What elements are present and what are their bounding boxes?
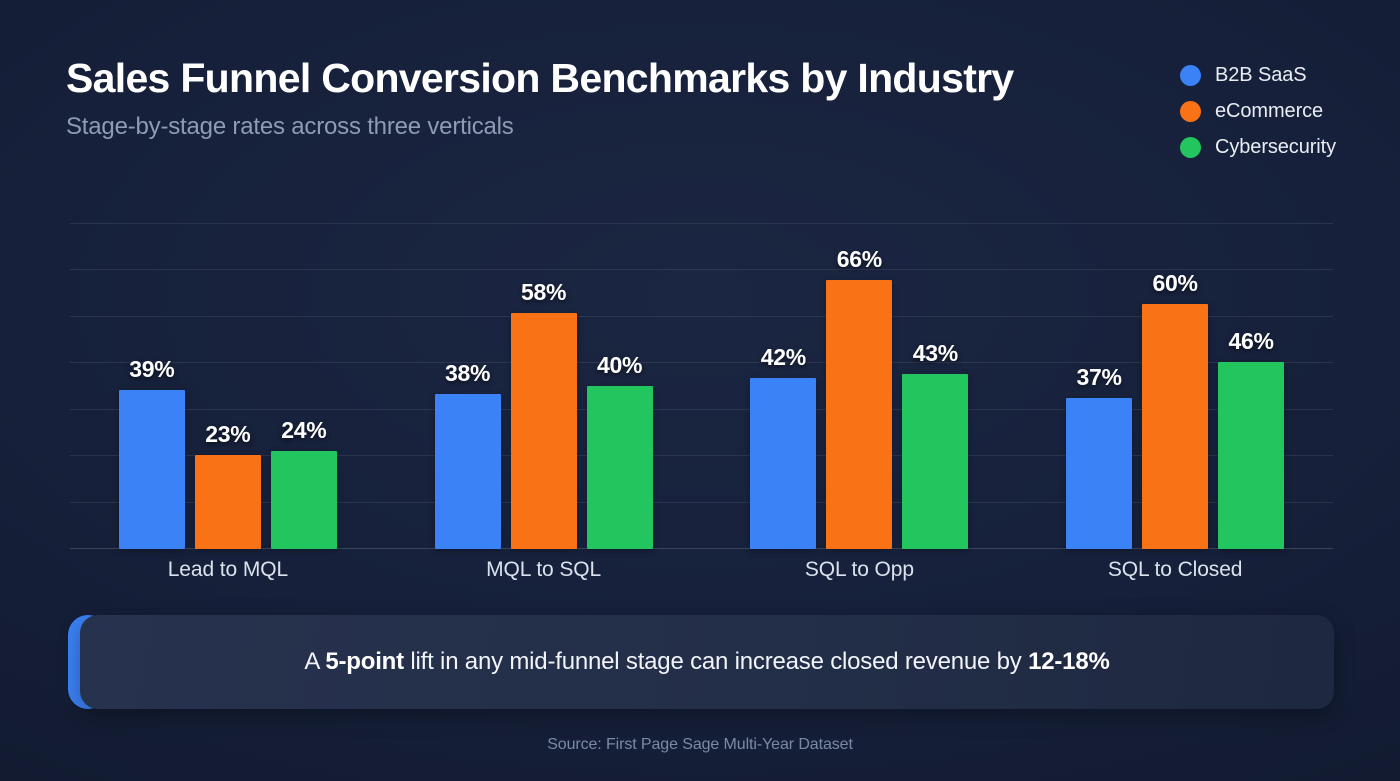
title-block: Sales Funnel Conversion Benchmarks by In… xyxy=(66,52,1014,141)
bar-groups: 39% 23% 24% 38% 58% 40% 42% 66% 43% 37% 60% 46% xyxy=(70,223,1333,549)
callout: A 5-point lift in any mid-funnel stage c… xyxy=(68,615,1334,709)
legend-item-label: Cybersecurity xyxy=(1215,136,1336,158)
bar-value-label: 60% xyxy=(1152,270,1198,296)
bar-value-label: 24% xyxy=(281,417,327,443)
bar-group: 42% 66% 43% xyxy=(702,223,1018,549)
legend-item-label: B2B SaaS xyxy=(1215,64,1307,86)
bar-slot: 43% xyxy=(902,223,969,549)
legend-item[interactable]: B2B SaaS xyxy=(1180,64,1336,87)
bar[interactable] xyxy=(118,390,185,549)
x-axis-label: MQL to SQL xyxy=(486,558,602,581)
gridline xyxy=(70,502,1333,503)
legend-swatch-icon xyxy=(1180,137,1202,158)
callout-card: A 5-point lift in any mid-funnel stage c… xyxy=(80,615,1334,709)
bar-slot: 66% xyxy=(826,223,893,549)
bar[interactable] xyxy=(1218,362,1285,549)
bar[interactable] xyxy=(750,378,817,549)
legend-swatch-icon xyxy=(1180,101,1202,122)
chart-subtitle: Stage-by-stage rates across three vertic… xyxy=(66,112,514,140)
x-axis-labels: Lead to MQL MQL to SQL SQL to Opp SQL to Cl… xyxy=(70,558,1333,582)
bar-value-label: 40% xyxy=(597,352,643,378)
bar[interactable] xyxy=(586,386,653,549)
chart-header: Sales Funnel Conversion Benchmarks by In… xyxy=(66,52,1336,159)
bar-value-label: 46% xyxy=(1228,328,1274,354)
gridline xyxy=(70,362,1333,363)
bar-slot: 60% xyxy=(1142,223,1209,549)
bar[interactable] xyxy=(270,451,337,549)
gridline xyxy=(70,269,1333,270)
bar[interactable] xyxy=(1066,398,1133,549)
bar[interactable] xyxy=(826,280,893,549)
bar-value-label: 43% xyxy=(912,340,958,366)
axis-baseline xyxy=(70,548,1333,549)
legend-item[interactable]: Cybersecurity xyxy=(1180,136,1336,159)
bar-slot: 38% xyxy=(434,223,501,549)
bar-slot: 40% xyxy=(586,223,653,549)
chart-legend: B2B SaaS eCommerce Cybersecurity xyxy=(1180,52,1336,159)
bar-group: 37% 60% 46% xyxy=(1017,223,1333,549)
bar[interactable] xyxy=(902,374,969,549)
callout-emphasis: 12-18% xyxy=(1028,648,1110,675)
chart-title: Sales Funnel Conversion Benchmarks by In… xyxy=(66,55,1014,101)
bar-value-label: 37% xyxy=(1076,364,1122,390)
bar-slot: 37% xyxy=(1066,223,1133,549)
x-axis-label: Lead to MQL xyxy=(167,558,289,581)
bar-value-label: 23% xyxy=(205,421,251,447)
bar[interactable] xyxy=(194,455,261,549)
callout-emphasis: 5-point xyxy=(325,648,404,675)
bar-value-label: 58% xyxy=(521,279,567,305)
callout-plain: lift in any mid-funnel stage can increas… xyxy=(403,648,1029,675)
bar-slot: 46% xyxy=(1218,223,1285,549)
gridline xyxy=(70,223,1333,224)
callout-plain: A xyxy=(304,648,326,675)
bar-slot: 24% xyxy=(270,223,337,549)
legend-item-label: eCommerce xyxy=(1215,100,1324,122)
plot-area: 39% 23% 24% 38% 58% 40% 42% 66% 43% 37% 60% 46% xyxy=(70,223,1333,549)
bar-value-label: 66% xyxy=(836,246,882,272)
bar-value-label: 42% xyxy=(760,344,806,370)
bar[interactable] xyxy=(510,313,577,549)
gridline xyxy=(70,409,1333,410)
bar-group: 39% 23% 24% xyxy=(70,223,386,549)
callout-text: A 5-point lift in any mid-funnel stage c… xyxy=(304,648,1109,676)
gridline xyxy=(70,455,1333,456)
legend-swatch-icon xyxy=(1180,65,1202,86)
source-note: Source: First Page Sage Multi-Year Datas… xyxy=(547,736,853,753)
legend-item[interactable]: eCommerce xyxy=(1180,100,1336,123)
bar[interactable] xyxy=(434,394,501,549)
bar-slot: 42% xyxy=(750,223,817,549)
x-axis-label: SQL to Closed xyxy=(1107,558,1243,581)
x-axis-label: SQL to Opp xyxy=(804,558,914,581)
gridlines xyxy=(70,223,1333,549)
gridline xyxy=(70,316,1333,317)
bar-value-label: 38% xyxy=(445,360,491,386)
bar-group: 38% 58% 40% xyxy=(386,223,702,549)
bar-value-label: 39% xyxy=(129,356,175,382)
bar-slot: 39% xyxy=(118,223,185,549)
bar[interactable] xyxy=(1142,304,1209,549)
bar-slot: 23% xyxy=(194,223,261,549)
bar-slot: 58% xyxy=(510,223,577,549)
